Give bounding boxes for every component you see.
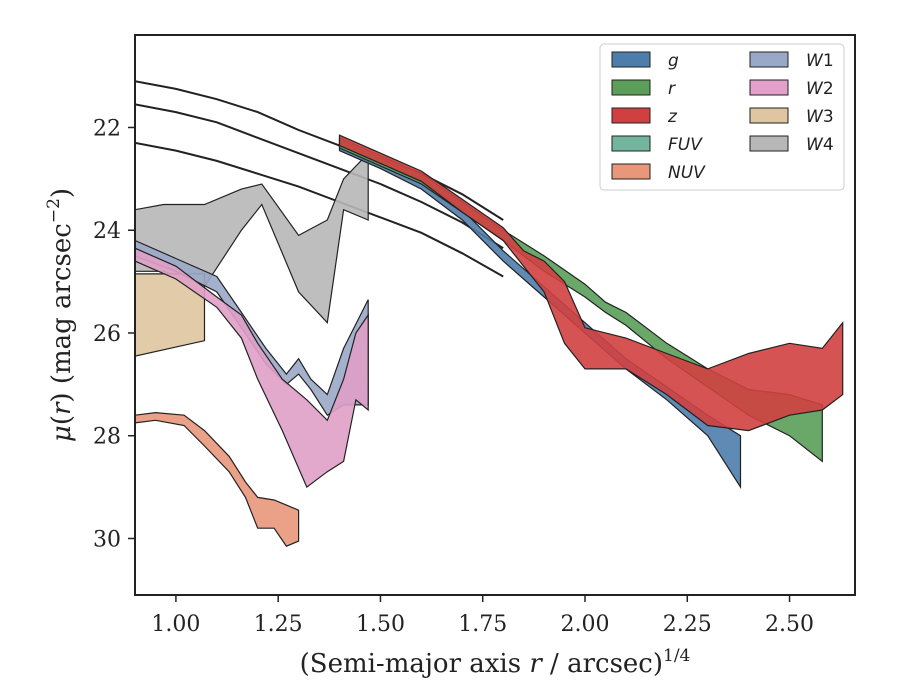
y-axis-label: μ(r) (mag arcsec−2) [44, 188, 77, 442]
y-tick-label: 24 [93, 219, 121, 244]
x-tick-label: 2.25 [663, 612, 712, 637]
legend-swatch-g [611, 51, 651, 68]
legend-swatch-w2 [749, 79, 789, 96]
legend-swatch-r [611, 79, 651, 96]
legend-swatch-z [611, 107, 651, 124]
legend-label-w1: W1 [806, 51, 834, 71]
x-tick-label: 1.50 [356, 612, 405, 637]
x-axis-label: (Semi-major axis r / arcsec)1/4 [300, 646, 691, 679]
model-line-2 [135, 103, 504, 250]
series-bands [135, 134, 844, 547]
model-line-3 [135, 141, 504, 278]
legend-label-g: g [668, 51, 679, 71]
band-z [338, 134, 844, 432]
band-g [338, 139, 742, 490]
y-tick-label: 22 [93, 116, 121, 141]
legend-label-w4: W4 [806, 135, 834, 155]
legend-label-nuv: NUV [668, 163, 706, 183]
legend-label-r: r [668, 79, 676, 99]
model-line-1 [135, 80, 504, 221]
legend-label-z: z [667, 107, 678, 127]
band-nuv [135, 411, 300, 547]
legend-swatch-fuv [611, 135, 651, 152]
y-tick-label: 28 [93, 425, 121, 450]
legend-swatch-nuv [611, 163, 651, 180]
x-tick-label: 1.25 [254, 612, 303, 637]
x-tick-label: 1.00 [151, 612, 200, 637]
x-tick-label: 2.50 [765, 612, 814, 637]
plot-frame [134, 34, 856, 596]
model-lines [135, 80, 504, 278]
band-w2 [135, 247, 369, 489]
legend-swatch-w1 [749, 51, 789, 68]
x-tick-label: 2.00 [561, 612, 610, 637]
legend-label-w2: W2 [806, 79, 834, 99]
legend-label-fuv: FUV [668, 135, 703, 155]
y-tick-label: 26 [93, 322, 121, 347]
legend-swatch-w4 [749, 135, 789, 152]
legend-swatch-w3 [749, 107, 789, 124]
x-axis-ticks: 1.00 1.25 1.50 1.75 2.00 2.25 2.50 [151, 595, 814, 637]
y-axis-ticks: 22 24 26 28 30 [93, 116, 135, 552]
legend-label-w3: W3 [806, 107, 834, 127]
x-tick-label: 1.75 [458, 612, 507, 637]
y-tick-label: 30 [93, 527, 121, 552]
legend: grz FUV NUV W1 W2 W3 W4 [599, 43, 845, 191]
